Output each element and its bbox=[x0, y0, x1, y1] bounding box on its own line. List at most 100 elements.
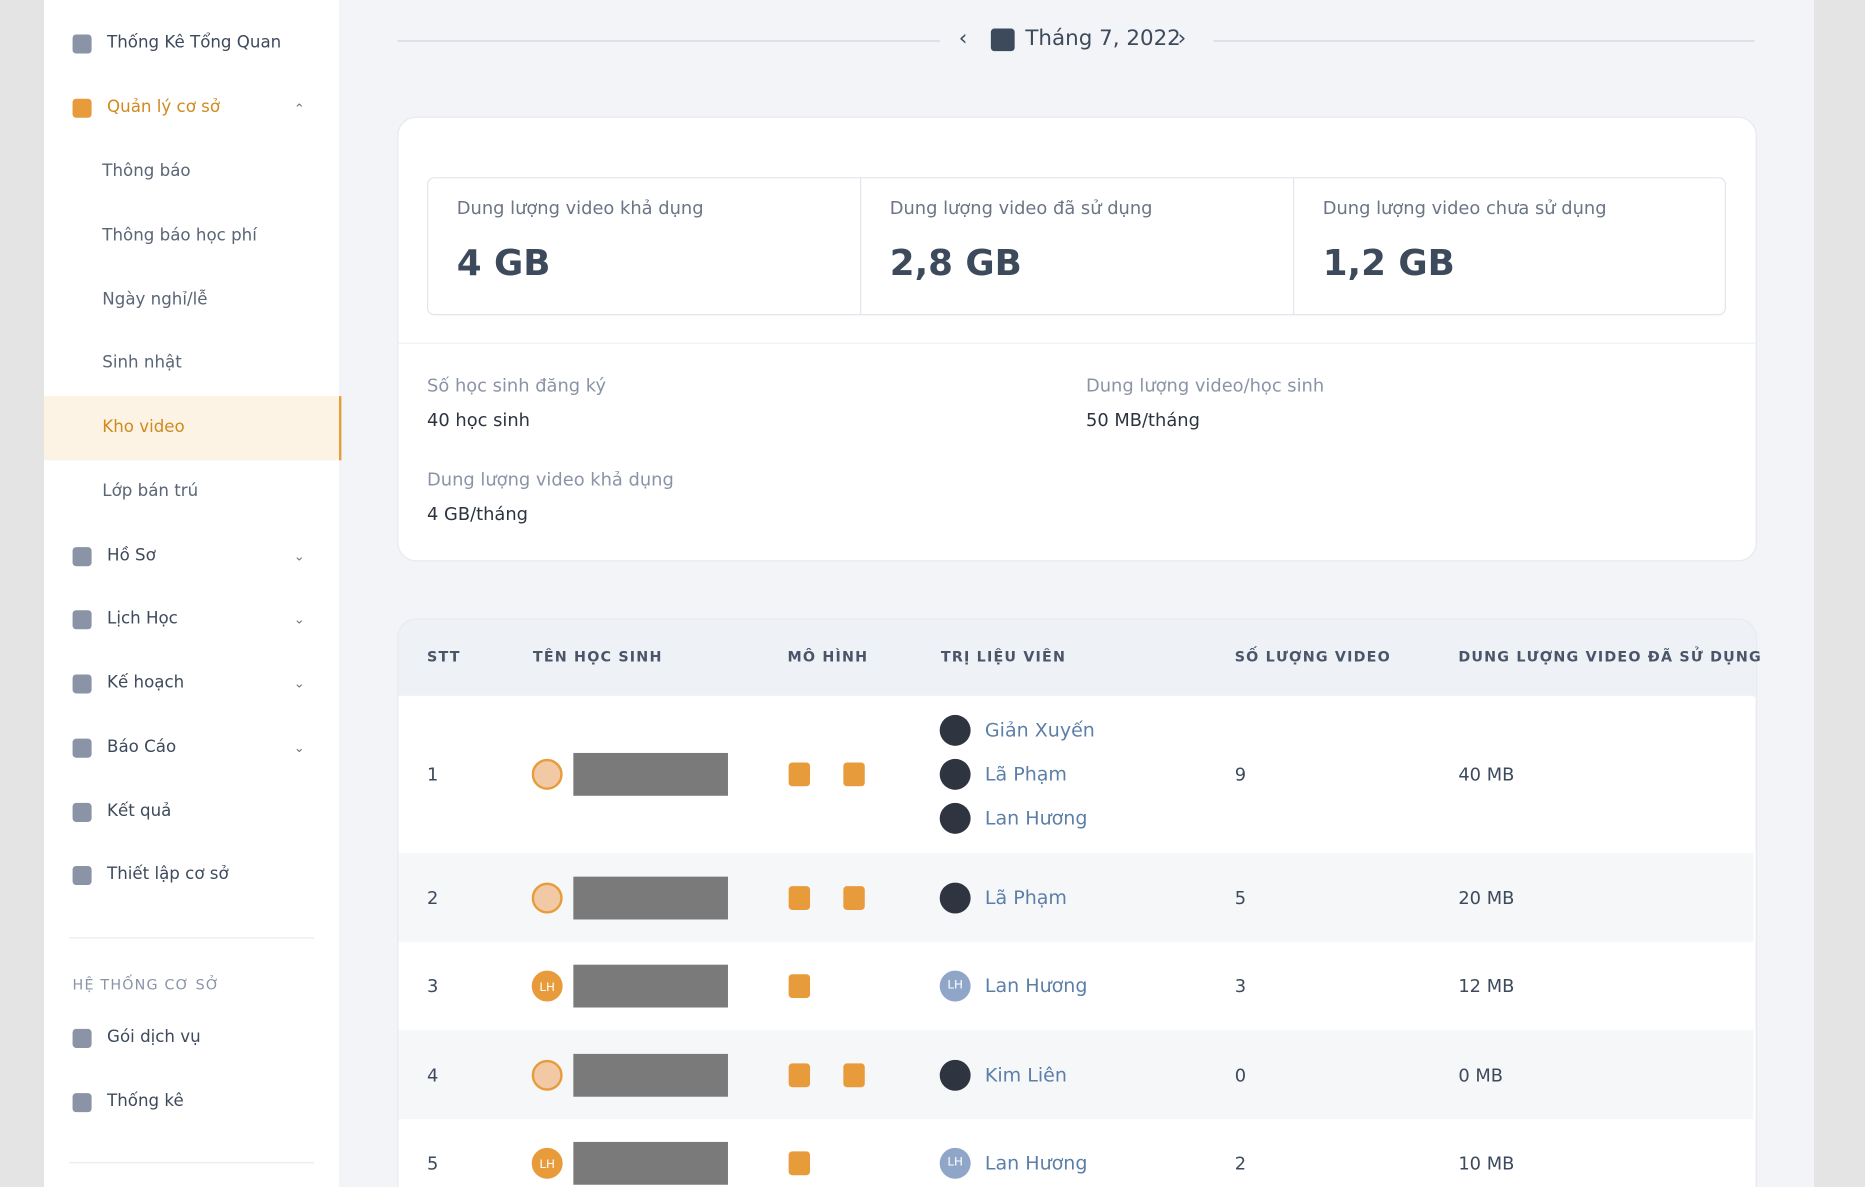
nav-icon bbox=[73, 674, 92, 693]
therapist-name[interactable]: Lã Phạm bbox=[985, 886, 1067, 909]
next-button[interactable]: › bbox=[1178, 26, 1187, 51]
therapist-name[interactable]: Lã Phạm bbox=[985, 762, 1067, 785]
therapist-avatar bbox=[940, 715, 971, 746]
nav-icon bbox=[73, 34, 92, 53]
nav-subitem[interactable]: Kho video bbox=[102, 418, 184, 437]
stat-label: Dung lượng video khả dụng bbox=[457, 197, 704, 218]
nav-subitem[interactable]: Thông báo bbox=[102, 162, 190, 181]
stt: 5 bbox=[427, 1153, 438, 1174]
nav-item[interactable]: Thiết lập cơ sở bbox=[107, 865, 229, 884]
column-header: STT bbox=[427, 648, 461, 665]
student-avatar: LH bbox=[532, 971, 563, 1002]
used-size: 40 MB bbox=[1458, 764, 1514, 785]
therapist-name[interactable]: Lan Hương bbox=[985, 974, 1088, 997]
redacted-name bbox=[573, 965, 728, 1008]
section-title: HỆ THỐNG CƠ SỞ bbox=[73, 977, 221, 994]
nav-icon bbox=[73, 803, 92, 822]
info-label: Số học sinh đăng ký bbox=[427, 375, 606, 396]
info-label: Dung lượng video khả dụng bbox=[427, 469, 674, 490]
therapist-avatar bbox=[940, 803, 971, 834]
stat-value: 1,2 GB bbox=[1323, 243, 1455, 285]
model-icon-meal bbox=[843, 886, 864, 910]
nav-icon bbox=[73, 99, 92, 118]
stat-value: 4 GB bbox=[457, 243, 551, 285]
column-header: TÊN HỌC SINH bbox=[533, 648, 663, 665]
nav-item[interactable]: Quản lý cơ sở bbox=[107, 98, 220, 117]
therapist-name[interactable]: Kim Liên bbox=[985, 1063, 1067, 1086]
chevron: ⌄ bbox=[294, 676, 305, 691]
line bbox=[397, 40, 939, 41]
model-icon-profile bbox=[789, 974, 810, 998]
column-header: TRỊ LIỆU VIÊN bbox=[941, 648, 1066, 665]
column-header: SỐ LƯỢNG VIDEO bbox=[1235, 648, 1391, 665]
info-value: 4 GB/tháng bbox=[427, 503, 528, 524]
info-label: Dung lượng video/học sinh bbox=[1086, 375, 1324, 396]
video-count: 2 bbox=[1235, 1153, 1246, 1174]
used-size: 20 MB bbox=[1458, 887, 1514, 908]
nav-subitem[interactable]: Thông báo học phí bbox=[102, 226, 257, 245]
stat-label: Dung lượng video chưa sử dụng bbox=[1323, 197, 1607, 218]
period: Tháng 7, 2022 bbox=[1025, 26, 1180, 51]
nav-icon bbox=[73, 610, 92, 629]
video-count: 9 bbox=[1235, 764, 1246, 785]
model-icon-meal bbox=[843, 1063, 864, 1087]
nav-item[interactable]: Thống Kê Tổng Quan bbox=[107, 33, 281, 52]
stt: 4 bbox=[427, 1064, 438, 1085]
nav-item[interactable]: Hồ Sơ bbox=[107, 546, 156, 565]
redacted-name bbox=[573, 1142, 728, 1185]
nav-item[interactable]: Thống kê bbox=[107, 1092, 184, 1111]
stt: 1 bbox=[427, 764, 438, 785]
student-avatar bbox=[532, 882, 563, 913]
therapist-avatar: LH bbox=[940, 971, 971, 1002]
therapist-name[interactable]: Lan Hương bbox=[985, 1151, 1088, 1174]
nav-item[interactable]: Báo Cáo bbox=[107, 737, 176, 756]
info-value: 50 MB/tháng bbox=[1086, 409, 1200, 430]
calendar-icon bbox=[991, 29, 1015, 52]
divider bbox=[69, 937, 314, 938]
redacted-name bbox=[573, 876, 728, 919]
stat-label: Dung lượng video đã sử dụng bbox=[890, 197, 1153, 218]
therapist-name[interactable]: Giản Xuyến bbox=[985, 718, 1095, 741]
video-count: 0 bbox=[1235, 1064, 1246, 1085]
redacted-name bbox=[573, 753, 728, 796]
nav-icon bbox=[73, 1093, 92, 1112]
therapist-avatar: LH bbox=[940, 1148, 971, 1179]
therapist-avatar bbox=[940, 759, 971, 790]
nav-icon bbox=[73, 547, 92, 566]
stt: 2 bbox=[427, 887, 438, 908]
video-count: 5 bbox=[1235, 887, 1246, 908]
nav-subitem[interactable]: Ngày nghỉ/lễ bbox=[102, 290, 207, 309]
student-avatar bbox=[532, 759, 563, 790]
nav-item[interactable]: Kết quả bbox=[107, 802, 171, 821]
info-value: 40 học sinh bbox=[427, 409, 530, 430]
nav-item[interactable]: Kế hoạch bbox=[107, 673, 184, 692]
model-icon-profile bbox=[789, 1063, 810, 1087]
nav-item[interactable]: Lịch Học bbox=[107, 609, 178, 628]
therapist-avatar bbox=[940, 882, 971, 913]
stt: 3 bbox=[427, 975, 438, 996]
nav-subitem[interactable]: Sinh nhật bbox=[102, 353, 181, 372]
nav-icon bbox=[73, 739, 92, 758]
model-icon-meal bbox=[843, 762, 864, 786]
used-size: 12 MB bbox=[1458, 975, 1514, 996]
student-avatar bbox=[532, 1059, 563, 1090]
prev-button[interactable]: ‹ bbox=[959, 26, 968, 51]
chevron: ⌄ bbox=[294, 611, 305, 626]
therapist-name[interactable]: Lan Hương bbox=[985, 806, 1088, 829]
line bbox=[1213, 40, 1754, 41]
divider bbox=[69, 1162, 314, 1163]
model-icon-profile bbox=[789, 1151, 810, 1175]
student-avatar: LH bbox=[532, 1148, 563, 1179]
nav-item[interactable]: Gói dịch vụ bbox=[107, 1028, 201, 1047]
nav-icon bbox=[73, 1029, 92, 1048]
nav-subitem[interactable]: Lớp bán trú bbox=[102, 482, 198, 501]
column-header: DUNG LƯỢNG VIDEO ĐÃ SỬ DỤNG bbox=[1458, 648, 1762, 665]
therapist-avatar bbox=[940, 1059, 971, 1090]
active-bg bbox=[44, 396, 341, 460]
model-icon-profile bbox=[789, 762, 810, 786]
chevron: ⌄ bbox=[294, 740, 305, 755]
video-count: 3 bbox=[1235, 975, 1246, 996]
used-size: 0 MB bbox=[1458, 1064, 1503, 1085]
